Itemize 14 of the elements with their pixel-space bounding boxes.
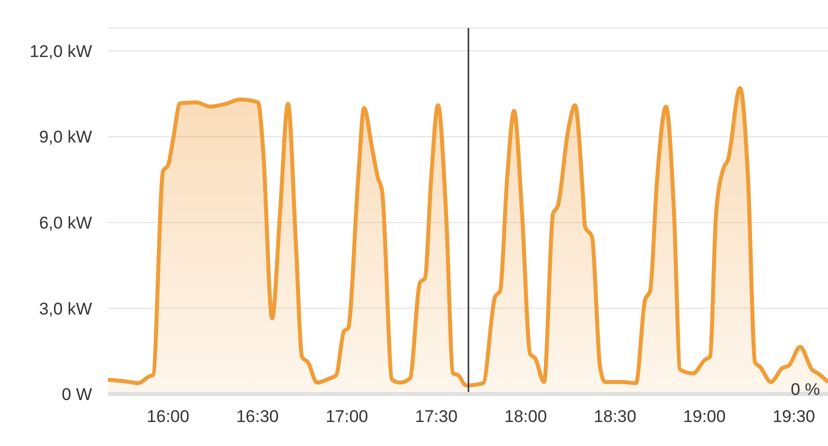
x-tick-label: 18:00: [504, 407, 547, 426]
x-tick-label: 16:30: [236, 407, 279, 426]
y-tick-label: 12,0 kW: [30, 42, 92, 61]
annotation: 0 %: [790, 380, 820, 400]
x-tick-label: 19:00: [683, 407, 726, 426]
x-tick-label: 19:30: [772, 407, 816, 426]
y-tick-label: 3,0 kW: [39, 299, 92, 318]
x-tick-label: 17:30: [414, 407, 458, 426]
x-tick-label: 16:00: [146, 407, 190, 426]
x-tick-label: 17:00: [326, 407, 368, 426]
x-tick-label: 18:30: [594, 407, 636, 426]
y-tick-label: 9,0 kW: [39, 128, 92, 147]
y-tick-label: 0 W: [62, 385, 92, 404]
y-tick-label: 6,0 kW: [39, 213, 92, 232]
